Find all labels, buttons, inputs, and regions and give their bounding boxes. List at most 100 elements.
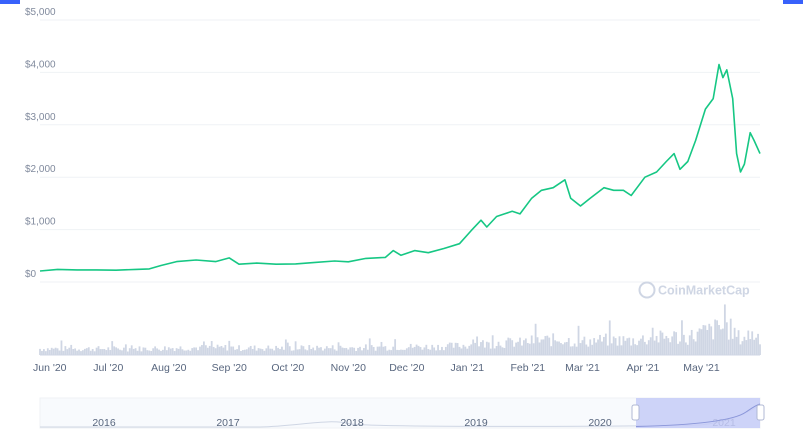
volume-bar xyxy=(331,345,334,355)
volume-bar xyxy=(569,346,572,355)
volume-bar xyxy=(132,348,135,355)
volume-bar xyxy=(279,349,281,355)
volume-bar xyxy=(480,342,482,355)
volume-bar xyxy=(482,340,484,355)
volume-bar xyxy=(536,337,539,355)
volume-bar xyxy=(267,345,270,355)
volume-bar xyxy=(499,345,502,355)
watermark-text: CoinMarketCap xyxy=(658,284,750,298)
volume-bar xyxy=(177,348,180,355)
volume-bar xyxy=(364,344,367,355)
volume-bar xyxy=(203,341,205,355)
volume-bar xyxy=(454,342,457,355)
x-tick-label: Feb '21 xyxy=(510,362,545,374)
x-tick-label: Mar '21 xyxy=(565,362,600,374)
x-tick-label: May '21 xyxy=(683,362,720,374)
volume-bar xyxy=(528,343,531,355)
volume-bar xyxy=(435,350,437,355)
volume-bar xyxy=(163,346,166,355)
volume-bar xyxy=(44,351,47,355)
volume-bar xyxy=(651,327,654,355)
volume-bar xyxy=(686,344,689,355)
volume-bar xyxy=(206,347,209,355)
volume-bar xyxy=(626,338,629,355)
volume-bar xyxy=(462,344,465,355)
volume-bar xyxy=(162,349,164,355)
volume-bar xyxy=(583,336,586,355)
volume-bar xyxy=(226,350,229,355)
volume-bar xyxy=(398,350,400,355)
y-tick-label: $5,000 xyxy=(25,7,56,18)
volume-bar xyxy=(618,336,621,355)
volume-bar xyxy=(66,349,69,355)
volume-bar xyxy=(503,347,506,355)
volume-bar xyxy=(403,349,406,355)
volume-bar xyxy=(737,330,740,355)
volume-bar xyxy=(733,327,736,355)
volume-bar xyxy=(265,348,268,355)
volume-bar xyxy=(755,337,757,355)
x-tick-label: Dec '20 xyxy=(389,362,424,374)
volume-bar xyxy=(400,349,402,355)
navigator-right-handle[interactable] xyxy=(756,404,765,421)
volume-bar xyxy=(466,348,469,355)
volume-bar xyxy=(622,336,625,355)
navigator-left-handle[interactable] xyxy=(631,404,640,421)
volume-bar xyxy=(470,344,473,355)
volume-bar xyxy=(407,347,410,355)
volume-bar xyxy=(647,340,650,355)
volume-bar xyxy=(181,349,184,355)
volume-bar xyxy=(171,348,174,355)
volume-bar xyxy=(700,329,703,355)
volume-bar xyxy=(739,344,742,355)
volume-bar xyxy=(119,349,121,355)
volume-bar xyxy=(80,351,82,355)
time-navigator[interactable]: 201620172018201920202021 xyxy=(39,397,765,429)
volume-bar xyxy=(409,343,412,355)
volume-bar xyxy=(216,344,219,355)
volume-bar xyxy=(253,345,256,355)
volume-bar xyxy=(684,342,687,355)
volume-bar xyxy=(64,346,67,355)
volume-bar xyxy=(532,343,535,355)
volume-bar xyxy=(636,345,638,355)
volume-bar xyxy=(563,342,566,355)
volume-bars xyxy=(39,304,761,355)
volume-bar xyxy=(749,339,752,355)
volume-bar xyxy=(446,344,449,355)
volume-bar xyxy=(655,335,658,355)
volume-bar xyxy=(610,343,613,355)
volume-bar xyxy=(710,326,713,355)
volume-bar xyxy=(692,339,695,355)
volume-bar xyxy=(727,339,730,355)
volume-bar xyxy=(548,337,551,355)
volume-bar xyxy=(562,344,564,355)
volume-bar xyxy=(507,337,510,355)
volume-bar xyxy=(62,350,65,355)
volume-bar xyxy=(542,339,545,355)
volume-bar xyxy=(43,349,45,355)
watermark: CoinMarketCap xyxy=(638,281,750,299)
volume-bar xyxy=(517,341,519,355)
volume-bar xyxy=(124,344,127,355)
volume-bar xyxy=(48,349,51,355)
volume-bar xyxy=(524,338,527,355)
volume-bar xyxy=(392,346,395,355)
navigator-selection-line xyxy=(635,403,761,427)
volume-bar xyxy=(134,348,137,355)
volume-bar xyxy=(589,339,592,355)
volume-bar xyxy=(376,346,379,355)
volume-bar xyxy=(718,325,720,355)
volume-bar xyxy=(616,345,619,355)
volume-bar xyxy=(357,347,359,355)
volume-bar xyxy=(411,347,414,355)
volume-bar xyxy=(343,348,346,355)
volume-bar xyxy=(649,337,652,355)
volume-bar xyxy=(581,340,584,355)
volume-bar xyxy=(243,349,246,355)
volume-bar xyxy=(123,347,125,355)
volume-bar xyxy=(117,348,119,355)
volume-bar xyxy=(690,329,693,355)
x-tick-label: Apr '21 xyxy=(626,362,659,374)
volume-bar xyxy=(146,350,149,355)
